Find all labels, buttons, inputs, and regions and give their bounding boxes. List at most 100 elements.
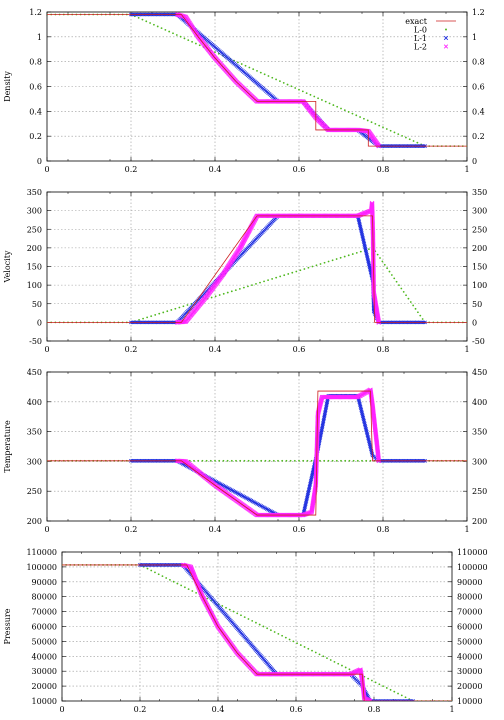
- data-point-l0: [230, 459, 233, 462]
- x-tick-label: 0.4: [209, 345, 222, 354]
- data-point-l0: [324, 100, 327, 103]
- y-tick-label-right: 80000: [457, 593, 482, 602]
- y-tick-label-right: -50: [472, 337, 485, 346]
- data-point-l0: [268, 459, 271, 462]
- data-point-l0: [303, 646, 306, 648]
- x-tick-label: 0.2: [125, 525, 138, 534]
- data-point-l0: [243, 459, 246, 462]
- y-tick-label-right: 350: [472, 188, 487, 197]
- data-point-l0: [161, 575, 164, 578]
- y-tick-label: 100: [27, 281, 42, 290]
- data-point-l0: [198, 44, 201, 47]
- data-point-l0: [256, 459, 258, 462]
- data-point-l0: [393, 277, 396, 280]
- legend-swatch-x: [443, 35, 449, 41]
- data-point-l0: [258, 623, 261, 626]
- data-point-l0: [157, 573, 160, 576]
- data-point-l0: [236, 612, 239, 615]
- data-point-l0: [166, 310, 169, 313]
- data-point-l0: [222, 459, 225, 462]
- data-point-l0: [266, 627, 269, 630]
- data-point-l0: [401, 134, 403, 137]
- data-point-l0: [146, 316, 149, 319]
- data-point-l0: [256, 69, 258, 72]
- x-tick-label: 0.4: [209, 525, 222, 534]
- y-axis-label: Velocity: [3, 250, 12, 283]
- y-tick-label-right: 110000: [457, 548, 488, 557]
- data-point-l0: [404, 696, 407, 699]
- y-tick-label-right: 10000: [457, 697, 482, 706]
- data-point-l0: [210, 296, 213, 299]
- data-point-l0: [178, 306, 181, 309]
- data-point-l0: [197, 459, 200, 462]
- data-point-l0: [287, 273, 290, 275]
- x-tick-label: 0.8: [377, 165, 390, 174]
- y-tick-label: 250: [27, 225, 42, 234]
- data-point-l0: [228, 608, 231, 611]
- data-point-l1: [411, 699, 415, 701]
- data-point-l0: [407, 297, 410, 300]
- data-point-l0: [421, 318, 424, 320]
- data-point-l0: [386, 267, 389, 270]
- data-point-l0: [400, 694, 403, 697]
- data-point-l0: [339, 256, 342, 259]
- data-point-l0: [326, 657, 328, 660]
- data-point-l0: [351, 253, 354, 255]
- data-point-l0: [164, 28, 167, 31]
- data-point-l0: [374, 681, 377, 684]
- data-point-l0: [281, 459, 284, 462]
- y-tick-label-right: 0.8: [472, 58, 485, 67]
- x-tick-label: 0: [44, 345, 49, 354]
- data-point-l0: [271, 76, 274, 79]
- data-point-l0: [340, 107, 342, 110]
- y-tick-label: 90000: [32, 578, 57, 587]
- y-tick-label: 450: [27, 368, 42, 377]
- x-tick-label: 0.8: [377, 345, 390, 354]
- series-l-0: [62, 564, 452, 701]
- x-tick-label: 1: [464, 345, 469, 354]
- data-point-l0: [190, 302, 193, 305]
- y-tick-label-right: 200: [472, 244, 487, 253]
- data-point-l0: [388, 270, 391, 273]
- data-point-l0: [174, 307, 177, 310]
- data-point-l0: [149, 22, 151, 24]
- data-point-l0: [301, 90, 304, 93]
- series-exact-line: [47, 215, 467, 323]
- data-point-l0: [365, 459, 368, 462]
- series-l-0: [47, 13, 467, 148]
- y-tick-label: 300: [27, 457, 42, 466]
- data-point-l0: [262, 625, 265, 628]
- data-point-l0: [242, 286, 245, 289]
- data-point-l0: [376, 253, 379, 256]
- data-point-l0: [311, 265, 314, 268]
- data-point-l0: [303, 268, 306, 270]
- data-point-l0: [409, 301, 412, 303]
- data-point-l0: [279, 275, 282, 278]
- data-point-l0: [180, 584, 183, 587]
- y-tick-label: 300: [27, 207, 42, 216]
- data-point-l0: [240, 63, 243, 65]
- data-point-l0: [323, 261, 326, 264]
- data-point-l0: [335, 258, 338, 260]
- y-axis-label: Temperature: [3, 420, 12, 473]
- y-tick-label: 0.4: [29, 107, 42, 116]
- data-point-l0: [206, 597, 209, 600]
- data-point-l0: [195, 42, 197, 45]
- plot-frame: [46, 371, 468, 522]
- data-point-l0: [137, 17, 140, 19]
- y-tick-label: 1.2: [29, 8, 42, 17]
- data-point-l0: [374, 122, 377, 125]
- data-point-l0: [209, 459, 212, 462]
- y-tick-label: 200: [27, 244, 42, 253]
- data-point-l0: [218, 459, 221, 462]
- data-point-l0: [363, 117, 365, 120]
- x-tick-label: 1: [464, 525, 469, 534]
- data-point-l0: [370, 679, 373, 682]
- data-point-l0: [160, 27, 163, 30]
- x-tick-label: 0.4: [212, 705, 225, 714]
- data-point-l0: [327, 260, 330, 263]
- data-point-l0: [289, 459, 292, 462]
- series-exact-line: [62, 564, 452, 701]
- y-tick-label-right: 0: [472, 318, 477, 327]
